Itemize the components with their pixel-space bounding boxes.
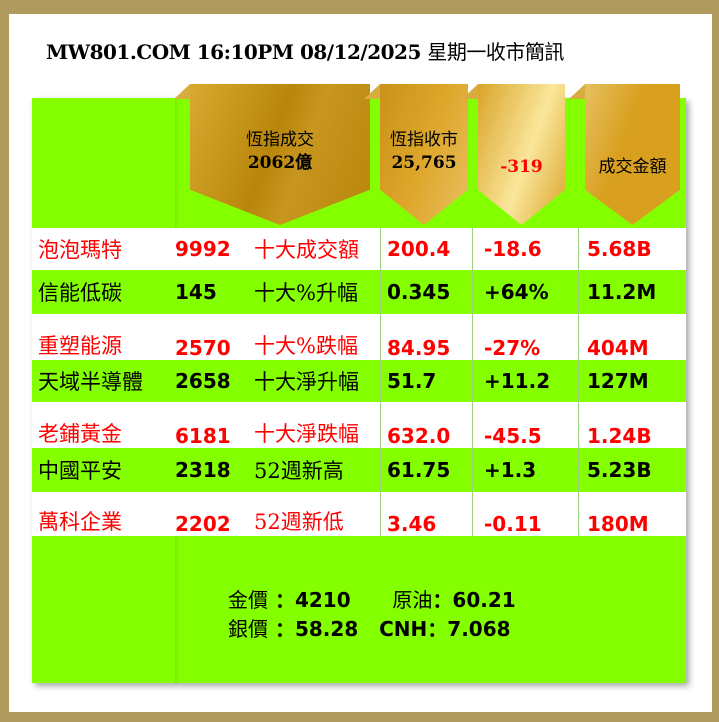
table-row: 萬科企業 2202 52週新低 3.46 -0.11 180M [32, 492, 686, 536]
oil-value: ：60.21 [432, 588, 516, 612]
cell-price: 632.0 [387, 424, 451, 448]
silver-value: ：58.28 [268, 617, 359, 641]
cell-name: 萬科企業 [38, 510, 122, 534]
cell-name: 信能低碳 [38, 281, 122, 305]
cell-price: 0.345 [387, 280, 451, 304]
cell-name: 天域半導體 [38, 370, 143, 394]
cell-price: 200.4 [387, 237, 451, 261]
cell-price: 3.46 [387, 512, 437, 536]
gold-label: 金價 [228, 588, 268, 612]
cell-change: +64% [484, 280, 549, 304]
cell-name: 老鋪黃金 [38, 422, 122, 446]
silver-label: 銀價 [228, 617, 268, 641]
cell-name: 中國平安 [38, 459, 122, 483]
cell-label: 52週新高 [254, 459, 344, 483]
cell-code: 2570 [175, 336, 231, 360]
cell-amount: 11.2M [587, 280, 657, 304]
cell-amount: 180M [587, 512, 649, 536]
cell-label: 十大%跌幅 [254, 334, 358, 358]
cell-change: -0.11 [484, 512, 542, 536]
cell-price: 61.75 [387, 458, 451, 482]
cell-change: -18.6 [484, 237, 542, 261]
header-arrow-2: 恆指收市 25,765 [364, 84, 468, 225]
table-row: 老鋪黃金 6181 十大淨跌幅 632.0 -45.5 1.24B [32, 402, 686, 448]
header-value: -319 [500, 157, 543, 177]
title-text: MW801.COM 16:10PM 08/12/2025 [46, 40, 428, 64]
cell-name: 泡泡瑪特 [38, 238, 122, 262]
cnh-value: ：7.068 [427, 617, 511, 641]
cell-amount: 127M [587, 369, 649, 393]
page-title: MW801.COM 16:10PM 08/12/2025 星期一收市簡訊 [46, 36, 564, 65]
cnh-label: CNH [379, 617, 428, 641]
cell-label: 十大淨升幅 [254, 370, 359, 394]
cell-amount: 5.23B [587, 458, 652, 482]
commodity-line-1: 金價 ：4210 原油：60.21 [228, 586, 516, 615]
cell-amount: 5.68B [587, 237, 652, 261]
table-row: 重塑能源 2570 十大%跌幅 84.95 -27% 404M [32, 314, 686, 360]
commodity-prices: 金價 ：4210 原油：60.21 銀價 ：58.28 CNH：7.068 [228, 586, 516, 644]
column-divider [380, 228, 381, 536]
cell-code: 2658 [175, 369, 231, 393]
header-arrow-4: 成交金額 [569, 84, 680, 225]
header-value: 成交金額 [598, 157, 667, 177]
table-row: 信能低碳 145 十大%升幅 0.345 +64% 11.2M [32, 270, 686, 314]
cell-code: 2318 [175, 458, 231, 482]
cell-price: 84.95 [387, 336, 451, 360]
cell-label: 52週新低 [254, 510, 344, 534]
cell-code: 145 [175, 280, 217, 304]
oil-label: 原油 [392, 588, 433, 612]
header-label: 恆指收市 [390, 130, 458, 150]
header-value: 2062億 [247, 153, 313, 173]
column-divider [472, 228, 473, 536]
header-label: 恆指成交 [246, 130, 314, 150]
cell-code: 9992 [175, 237, 231, 261]
cell-amount: 404M [587, 336, 649, 360]
arrow-shape [478, 84, 565, 225]
cell-name: 重塑能源 [38, 334, 122, 358]
arrow-shape [585, 84, 680, 225]
header-arrow-3: -319 [462, 84, 565, 225]
cell-change: -45.5 [484, 424, 542, 448]
cell-price: 51.7 [387, 369, 437, 393]
table-row: 中國平安 2318 52週新高 61.75 +1.3 5.23B [32, 448, 686, 492]
cell-code: 2202 [175, 512, 231, 536]
table-row: 天域半導體 2658 十大淨升幅 51.7 +11.2 127M [32, 360, 686, 402]
cell-label: 十大成交額 [254, 238, 359, 262]
title-suffix: 星期一收市簡訊 [427, 40, 564, 64]
cell-amount: 1.24B [587, 424, 652, 448]
commodity-line-2: 銀價 ：58.28 CNH：7.068 [228, 615, 516, 644]
cell-change: +11.2 [484, 369, 551, 393]
gold-value: ：4210 [268, 588, 351, 612]
cell-change: +1.3 [484, 458, 537, 482]
header-arrow-1: 恆指成交 2062億 [174, 84, 370, 225]
arrow-shape [190, 84, 370, 225]
column-divider [578, 228, 579, 536]
cell-change: -27% [484, 336, 541, 360]
cell-label: 十大%升幅 [254, 281, 358, 305]
header-value: 25,765 [391, 153, 457, 173]
table-row: 泡泡瑪特 9992 十大成交額 200.4 -18.6 5.68B [32, 228, 686, 270]
cell-code: 6181 [175, 424, 231, 448]
cell-label: 十大淨跌幅 [254, 422, 359, 446]
